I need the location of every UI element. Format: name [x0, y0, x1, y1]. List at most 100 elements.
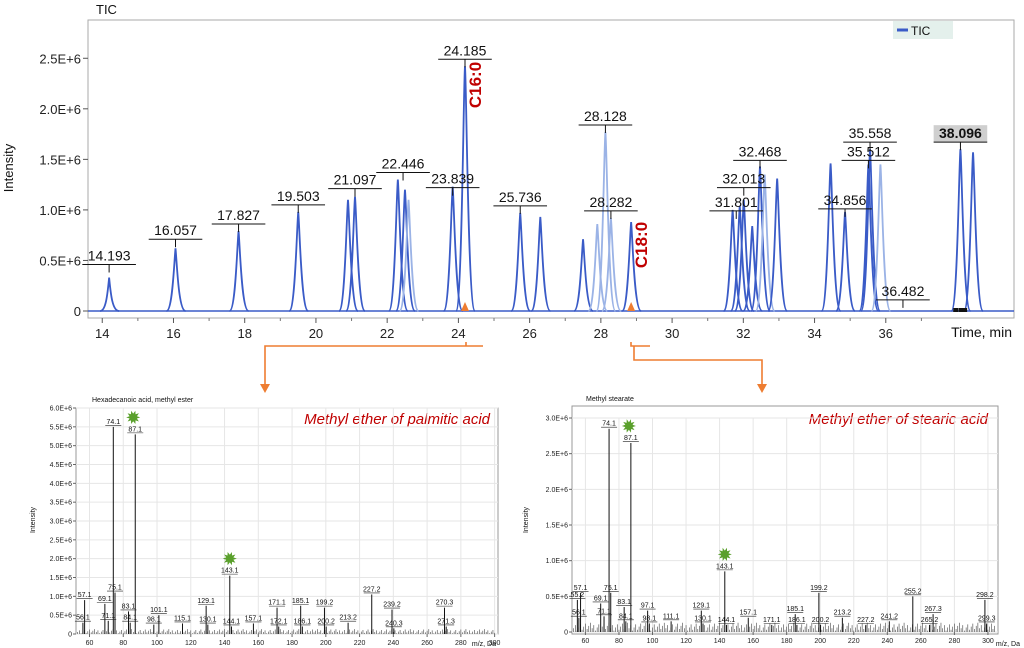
ms2-y-tick-label: 0 [564, 630, 568, 637]
tic-peak-label: 31.801 [715, 194, 758, 210]
tic-peak [729, 205, 751, 312]
ms2-peak-label: 57.1 [574, 585, 588, 592]
ms1-title: Hexadecanoic acid, methyl ester [92, 397, 194, 404]
tic-peak [595, 131, 617, 312]
tic-peak-highlight [460, 302, 469, 311]
ms1-x-tick-label: 260 [421, 640, 433, 647]
ms2-peak-label: 299.3 [978, 615, 996, 622]
ms2-x-tick-label: 180 [781, 638, 793, 645]
ms2-star-marker [717, 547, 732, 561]
tic-x-tick-label: 36 [879, 326, 893, 341]
ms2-peak-label: 71.1 [597, 608, 611, 615]
tic-peak [345, 196, 366, 312]
connector-left [264, 342, 483, 386]
ms1-stars [126, 410, 237, 566]
ms1-y-tick-label: 4.0E+6 [50, 481, 72, 488]
tic-peak [835, 211, 856, 312]
ms1-peak-label: 87.1 [128, 426, 142, 433]
tic-peak-label: 25.736 [499, 189, 542, 205]
tic-peak [288, 211, 310, 312]
ms1-peak-label: 75.1 [108, 585, 122, 592]
ms1-peak-label: 143.1 [221, 568, 239, 575]
tic-x-tick-label: 14 [95, 326, 109, 341]
ms1-annotation: Methyl ether of palmitic acid [304, 411, 491, 428]
connector-arrows [260, 342, 767, 393]
ms2-y-ticks: 0 0.5E+6 1.0E+6 1.5E+6 2.0E+6 2.5E+6 3.0E+6 [546, 416, 572, 637]
tic-y-ticks: 0 0.5E+6 1.0E+6 1.5E+6 2.0E+6 2.5E+6 [39, 51, 88, 319]
ms1-peak-label: 144.1 [223, 618, 241, 625]
tic-x-tick-label: 26 [522, 326, 536, 341]
ms1-peak-label: 171.1 [268, 600, 286, 607]
tic-peak [165, 248, 187, 312]
ms1-x-tick-label: 100 [151, 640, 163, 647]
tic-x-axis-label: Time, min [951, 324, 1012, 340]
ms2-chart: Methyl stearate Intensity m/z, Da Methyl… [523, 396, 1020, 648]
ms2-x-axis-label: m/z, Da [996, 641, 1020, 648]
ms2-peak-labels: 56.1 57.155.2 69.1 71.1 74.1 75.1 83.1 84.1 87.1… [569, 421, 996, 624]
ms1-peak-label: 69.1 [98, 596, 112, 603]
tic-x-tick-label: 24 [451, 326, 465, 341]
ms2-peak-label: 98.1 [643, 615, 657, 622]
tic-peak-marker [953, 308, 959, 312]
ms1-y-tick-label: 1.0E+6 [50, 594, 72, 601]
ms1-peak-label: 185.1 [292, 598, 310, 605]
tic-peak [398, 199, 420, 312]
tic-peak-label: 32.468 [739, 143, 782, 159]
ms1-y-tick-label: 3.5E+6 [50, 500, 72, 507]
ms2-peak-label: 157.1 [740, 610, 758, 617]
tic-peak [742, 225, 764, 312]
connector-left-arrowhead [260, 384, 270, 393]
ms1-peak-label: 271.3 [437, 618, 455, 625]
tic-y-axis-label: Intensity [1, 143, 16, 192]
ms2-annotation: Methyl ether of stearic acid [809, 411, 989, 428]
ms1-peak-label: 129.1 [197, 598, 215, 605]
tic-peak [722, 209, 744, 312]
tic-x-tick-label: 18 [237, 326, 251, 341]
ms2-x-tick-label: 100 [647, 638, 659, 645]
ms1-x-axis-label: m/z, Da [472, 641, 496, 648]
tic-peak-label: 35.558 [849, 125, 892, 141]
legend-label: TIC [911, 24, 931, 38]
ms2-x-tick-label: 300 [982, 638, 994, 645]
ms2-x-tick-label: 200 [814, 638, 826, 645]
ms1-x-tick-label: 60 [86, 640, 94, 647]
ms1-x-tick-label: 240 [388, 640, 400, 647]
tic-x-tick-label: 22 [380, 326, 394, 341]
tic-plot-frame [87, 19, 1015, 319]
tic-y-tick-label: 1.5E+6 [39, 152, 81, 167]
ms1-chart: Hexadecanoic acid, methyl ester Intensit… [30, 397, 501, 648]
ms1-peak-label: 56.1 [76, 615, 90, 622]
tic-y-tick-label: 0.5E+6 [39, 253, 81, 268]
ms1-bars [77, 426, 495, 634]
ms2-peak-label: 265.2 [921, 617, 939, 624]
ms2-peak-label: 200.2 [812, 617, 830, 624]
tic-peak-label: 16.057 [154, 222, 197, 238]
ms2-peak-label: 255.2 [904, 588, 922, 595]
ms1-y-tick-label: 3.0E+6 [50, 519, 72, 526]
ms2-x-tick-label: 280 [949, 638, 961, 645]
tic-peak [99, 277, 120, 312]
tic-annotations: C16:0 C18:0 [466, 62, 651, 268]
ms2-peak-label: 267.3 [924, 606, 942, 613]
ms1-peak-label: 200.2 [317, 618, 335, 625]
ms1-peak-label: 199.2 [316, 600, 334, 607]
tic-peak [621, 221, 643, 312]
ms2-peak-label: 84.1 [619, 613, 633, 620]
ms1-x-tick-label: 220 [354, 640, 366, 647]
ms2-x-tick-label: 220 [848, 638, 860, 645]
ms1-peak-label: 101.1 [150, 607, 168, 614]
ms2-peak-label: 129.1 [693, 603, 711, 610]
tic-peak [395, 189, 416, 312]
ms1-peak-label: 57.1 [78, 592, 92, 599]
ms1-y-axis-label: Intensity [30, 506, 37, 533]
ms1-peak-label: 157.1 [245, 615, 263, 622]
ms1-peak-label: 213.2 [339, 615, 357, 622]
tic-peak [767, 178, 789, 312]
tic-peak-label: 32.013 [722, 171, 765, 187]
tic-peak [573, 239, 594, 312]
tic-y-tick-label: 2.0E+6 [39, 102, 81, 117]
ms1-y-tick-label: 6.0E+6 [50, 406, 72, 413]
ms1-y-tick-label: 5.5E+6 [50, 424, 72, 431]
ms2-peak-label: 213.2 [834, 610, 852, 617]
ms1-y-tick-label: 4.5E+6 [50, 462, 72, 469]
